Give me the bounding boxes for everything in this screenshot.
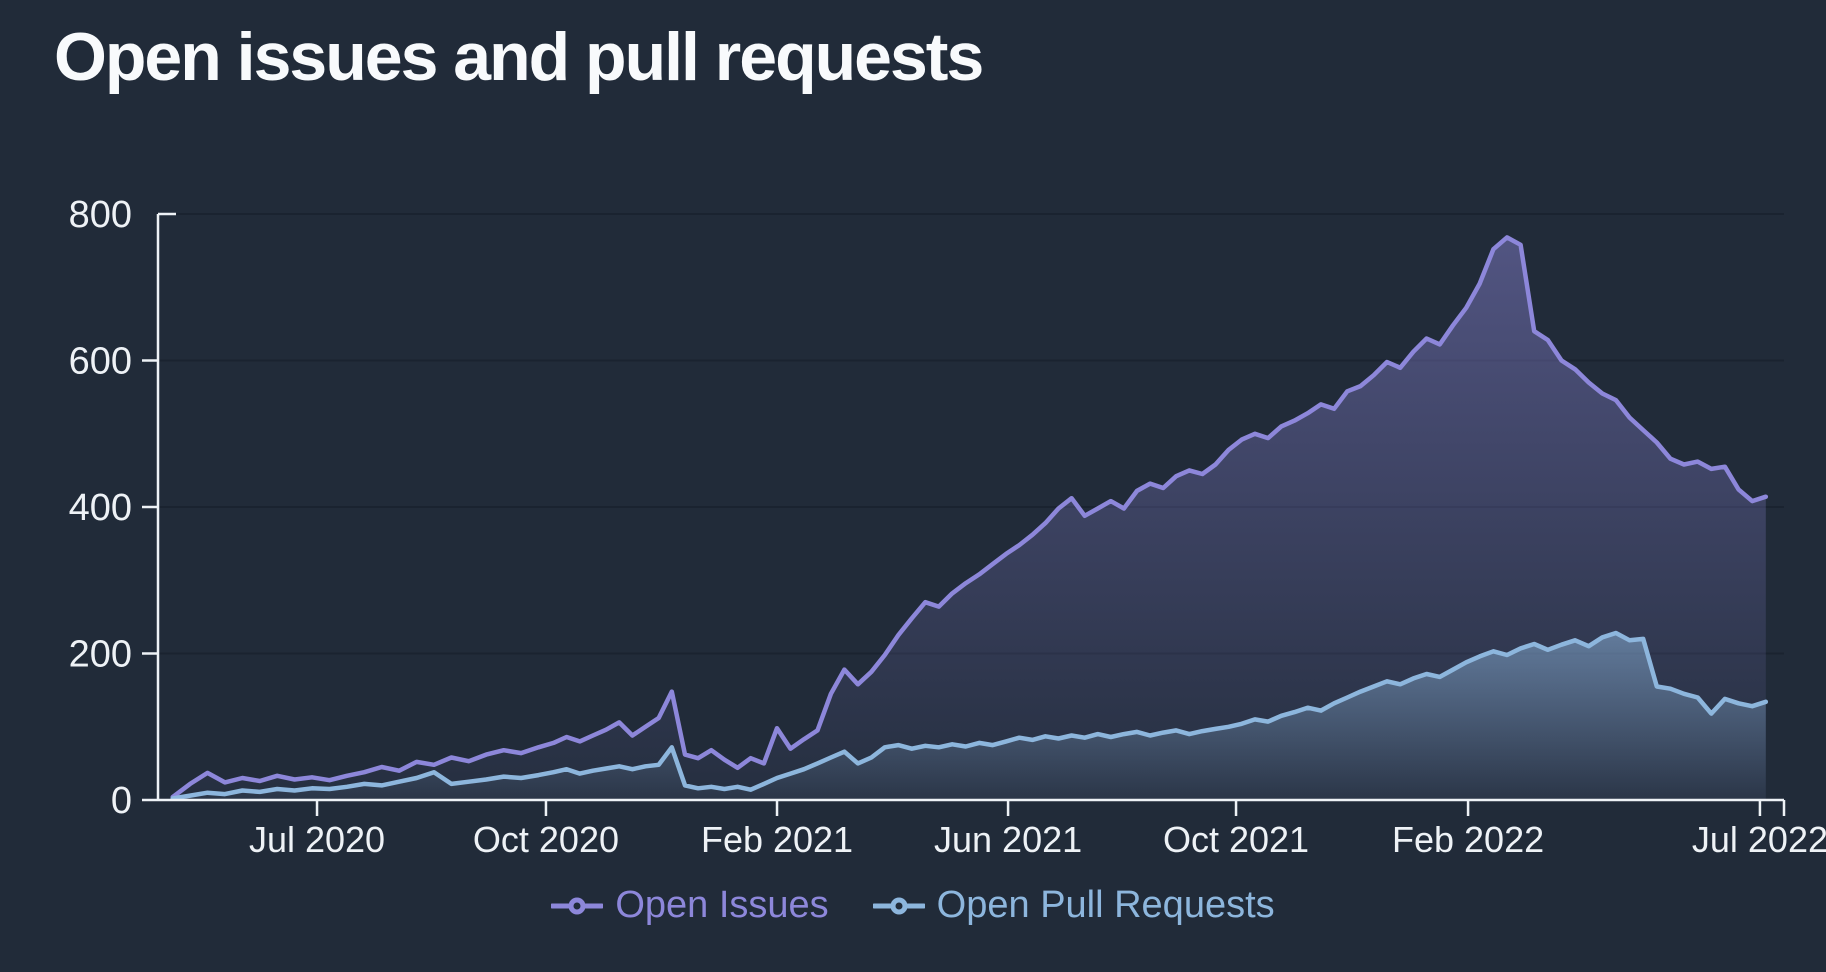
y-tick-label: 400 xyxy=(69,487,132,529)
x-tick-label: Jun 2021 xyxy=(934,819,1082,860)
x-tick-label: Oct 2020 xyxy=(473,819,619,860)
series-line-open-issues xyxy=(170,235,1769,800)
legend-item-open-pull-requests[interactable]: Open Pull Requests xyxy=(872,884,1275,927)
x-tick-label: Oct 2021 xyxy=(1163,819,1309,860)
open-issues-marker-icon xyxy=(551,897,604,914)
legend-label-open-issues: Open Issues xyxy=(615,884,829,926)
open-pull-requests-marker-icon xyxy=(872,897,925,914)
y-tick-label: 600 xyxy=(69,341,132,383)
series-area-open-issues xyxy=(172,237,1766,800)
chart-plot-area: 0 200 400 600 800 Jul 2020 Oct 2020 Feb 2021 Jun… xyxy=(69,194,1826,860)
y-tick-label: 200 xyxy=(69,634,132,676)
chart-legend: Open Issues Open Pull Requests xyxy=(0,884,1826,927)
legend-label-open-pull-requests: Open Pull Requests xyxy=(936,884,1275,926)
legend-item-open-issues[interactable]: Open Issues xyxy=(551,884,829,927)
series-line-open-pull-requests xyxy=(170,630,1769,801)
x-tick-label: Feb 2022 xyxy=(1392,819,1544,860)
x-tick-label: Jul 2020 xyxy=(249,819,385,860)
chart-title: Open issues and pull requests xyxy=(54,19,984,95)
x-tick-label: Feb 2021 xyxy=(701,819,853,860)
series-area-open-pull-requests xyxy=(172,633,1766,800)
y-tick-label: 800 xyxy=(69,194,132,236)
y-tick-label: 0 xyxy=(111,780,132,822)
x-tick-label: Jul 2022 xyxy=(1692,819,1826,860)
